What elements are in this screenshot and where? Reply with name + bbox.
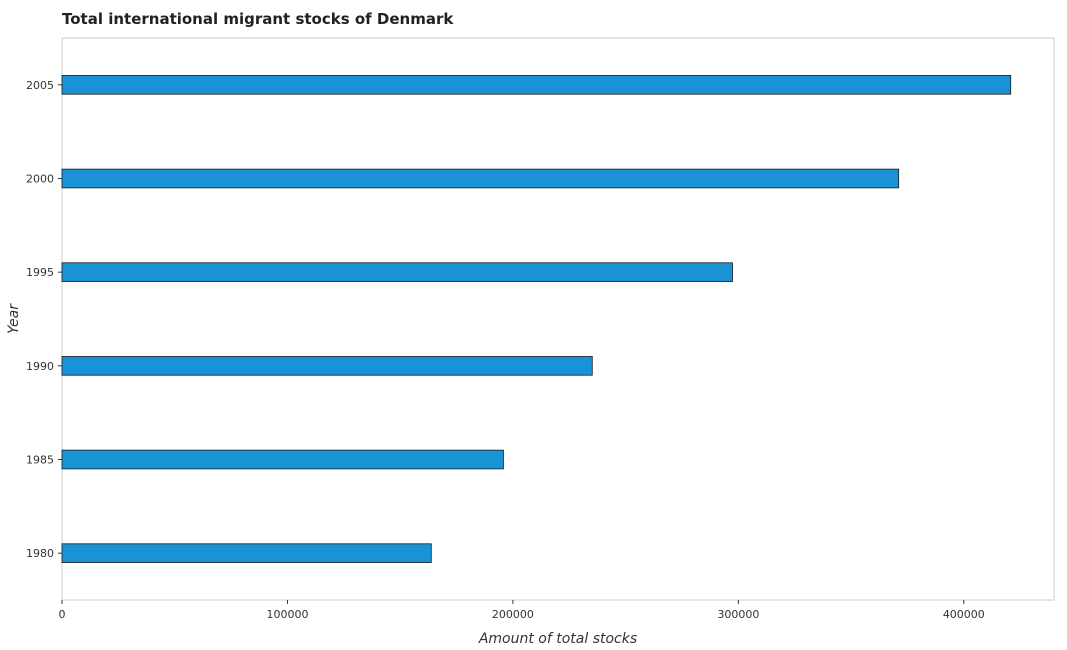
x-axis-ticks: 0 100000 200000 300000 400000 — [59, 600, 985, 621]
y-tick-label: 1995 — [26, 266, 54, 279]
x-tick-label: 100000 — [266, 608, 308, 621]
y-tick-label: 1980 — [26, 547, 54, 560]
x-tick-label: 400000 — [943, 608, 985, 621]
bar-1985 — [61, 449, 504, 470]
x-axis-label: Amount of total stocks — [478, 631, 637, 647]
x-tick-label: 200000 — [492, 608, 534, 621]
y-tick-label: 2005 — [26, 79, 54, 92]
plot-area — [61, 37, 1055, 601]
bar-1980 — [61, 543, 432, 563]
bars-group — [61, 75, 1012, 563]
y-axis-ticks: 1980 1985 1990 1995 2000 2005 — [26, 79, 62, 560]
x-tick-label: 300000 — [717, 608, 759, 621]
bar-2005 — [61, 75, 1012, 95]
bar-1995 — [61, 262, 733, 282]
chart-title: Total international migrant stocks of De… — [62, 10, 454, 28]
y-axis-label: Year — [6, 303, 22, 334]
x-tick-label: 0 — [59, 608, 66, 621]
y-tick-label: 1990 — [26, 360, 54, 373]
y-tick-label: 2000 — [26, 173, 54, 186]
y-tick-label: 1985 — [26, 454, 54, 467]
bar-1990 — [61, 356, 593, 376]
bar-2000 — [61, 168, 900, 189]
